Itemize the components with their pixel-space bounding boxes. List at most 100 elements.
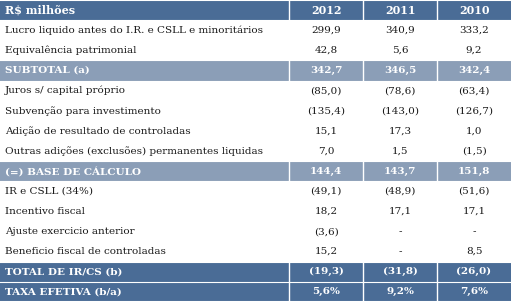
Text: 346,5: 346,5 bbox=[384, 66, 416, 75]
Text: (63,4): (63,4) bbox=[458, 86, 490, 95]
Text: 8,5: 8,5 bbox=[466, 247, 482, 256]
Text: (49,1): (49,1) bbox=[310, 187, 342, 196]
Bar bbox=[437, 221, 511, 242]
Text: TOTAL DE IR/CS (b): TOTAL DE IR/CS (b) bbox=[5, 267, 122, 276]
Bar bbox=[0, 141, 289, 161]
Bar bbox=[289, 101, 363, 121]
Text: 5,6%: 5,6% bbox=[312, 288, 340, 297]
Text: Ajuste exercicio anterior: Ajuste exercicio anterior bbox=[5, 227, 134, 236]
Bar bbox=[437, 60, 511, 81]
Text: 151,8: 151,8 bbox=[458, 167, 490, 176]
Text: 342,7: 342,7 bbox=[310, 66, 342, 75]
Text: -: - bbox=[398, 247, 402, 256]
Text: (19,3): (19,3) bbox=[309, 267, 343, 276]
Text: (48,9): (48,9) bbox=[384, 187, 415, 196]
Bar bbox=[363, 101, 437, 121]
Bar bbox=[363, 0, 437, 20]
Text: Juros s/ capital próprio: Juros s/ capital próprio bbox=[5, 86, 126, 95]
Text: (3,6): (3,6) bbox=[314, 227, 338, 236]
Text: 7,0: 7,0 bbox=[318, 146, 334, 156]
Text: 15,2: 15,2 bbox=[314, 247, 338, 256]
Bar bbox=[0, 20, 289, 40]
Bar bbox=[437, 40, 511, 60]
Text: 9,2: 9,2 bbox=[466, 46, 482, 55]
Bar bbox=[437, 242, 511, 262]
Text: (85,0): (85,0) bbox=[310, 86, 342, 95]
Bar bbox=[363, 201, 437, 221]
Text: Adição de resultado de controladas: Adição de resultado de controladas bbox=[5, 126, 191, 136]
Text: 1,0: 1,0 bbox=[466, 126, 482, 135]
Bar bbox=[0, 242, 289, 262]
Bar bbox=[289, 81, 363, 101]
Text: (=) BASE DE CÁLCULO: (=) BASE DE CÁLCULO bbox=[5, 166, 141, 176]
Bar bbox=[0, 60, 289, 81]
Text: 2012: 2012 bbox=[311, 5, 341, 16]
Text: (1,5): (1,5) bbox=[461, 146, 486, 156]
Text: Equivalência patrimonial: Equivalência patrimonial bbox=[5, 46, 136, 55]
Bar bbox=[363, 242, 437, 262]
Bar bbox=[0, 81, 289, 101]
Bar bbox=[0, 161, 289, 181]
Bar bbox=[437, 20, 511, 40]
Text: (135,4): (135,4) bbox=[307, 106, 345, 115]
Bar bbox=[437, 201, 511, 221]
Bar bbox=[289, 262, 363, 282]
Text: (26,0): (26,0) bbox=[456, 267, 492, 276]
Bar bbox=[437, 121, 511, 141]
Text: 7,6%: 7,6% bbox=[460, 288, 488, 297]
Text: 5,6: 5,6 bbox=[392, 46, 408, 55]
Bar bbox=[289, 141, 363, 161]
Text: 1,5: 1,5 bbox=[392, 146, 408, 156]
Bar bbox=[437, 81, 511, 101]
Text: 42,8: 42,8 bbox=[314, 46, 338, 55]
Bar bbox=[363, 20, 437, 40]
Bar bbox=[437, 262, 511, 282]
Text: (51,6): (51,6) bbox=[458, 187, 490, 196]
Text: Subvenção para investimento: Subvenção para investimento bbox=[5, 106, 161, 116]
Text: Outras adições (exclusões) permanentes liquidas: Outras adições (exclusões) permanentes l… bbox=[5, 146, 263, 156]
Text: Incentivo fiscal: Incentivo fiscal bbox=[5, 207, 85, 216]
Bar bbox=[0, 181, 289, 201]
Text: 2010: 2010 bbox=[459, 5, 489, 16]
Text: 2011: 2011 bbox=[385, 5, 415, 16]
Bar bbox=[0, 101, 289, 121]
Bar bbox=[289, 242, 363, 262]
Bar bbox=[289, 121, 363, 141]
Bar bbox=[363, 161, 437, 181]
Bar bbox=[437, 282, 511, 302]
Text: 340,9: 340,9 bbox=[385, 26, 415, 35]
Bar bbox=[289, 282, 363, 302]
Bar bbox=[437, 181, 511, 201]
Text: 144,4: 144,4 bbox=[310, 167, 342, 176]
Bar bbox=[0, 282, 289, 302]
Bar bbox=[289, 20, 363, 40]
Bar bbox=[437, 161, 511, 181]
Bar bbox=[0, 40, 289, 60]
Text: 9,2%: 9,2% bbox=[386, 288, 414, 297]
Bar bbox=[289, 201, 363, 221]
Text: 143,7: 143,7 bbox=[384, 167, 416, 176]
Text: TAXA EFETIVA (b/a): TAXA EFETIVA (b/a) bbox=[5, 288, 122, 297]
Text: 18,2: 18,2 bbox=[314, 207, 338, 216]
Text: (126,7): (126,7) bbox=[455, 106, 493, 115]
Bar bbox=[0, 262, 289, 282]
Bar bbox=[363, 282, 437, 302]
Text: (78,6): (78,6) bbox=[384, 86, 415, 95]
Text: 342,4: 342,4 bbox=[458, 66, 490, 75]
Text: SUBTOTAL (a): SUBTOTAL (a) bbox=[5, 66, 90, 75]
Bar bbox=[0, 0, 289, 20]
Bar bbox=[363, 262, 437, 282]
Bar bbox=[289, 221, 363, 242]
Text: IR e CSLL (34%): IR e CSLL (34%) bbox=[5, 187, 93, 196]
Bar bbox=[437, 141, 511, 161]
Bar bbox=[363, 60, 437, 81]
Bar bbox=[363, 81, 437, 101]
Text: -: - bbox=[398, 227, 402, 236]
Bar bbox=[0, 201, 289, 221]
Bar bbox=[0, 121, 289, 141]
Bar bbox=[289, 60, 363, 81]
Text: 299,9: 299,9 bbox=[311, 26, 341, 35]
Bar bbox=[289, 40, 363, 60]
Text: (143,0): (143,0) bbox=[381, 106, 419, 115]
Bar bbox=[437, 101, 511, 121]
